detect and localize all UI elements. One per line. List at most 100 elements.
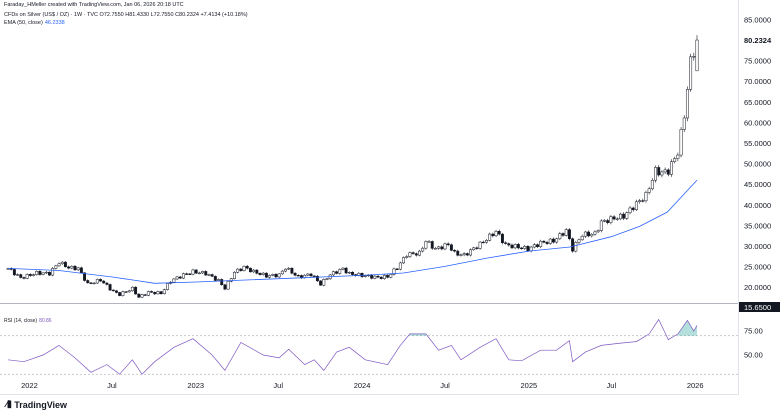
- candle[interactable]: [644, 190, 648, 203]
- candle[interactable]: [284, 268, 287, 273]
- candle[interactable]: [296, 274, 300, 277]
- candle[interactable]: [379, 276, 383, 280]
- candle[interactable]: [485, 239, 488, 244]
- candle[interactable]: [248, 267, 252, 273]
- candle[interactable]: [555, 237, 559, 244]
- candle[interactable]: [398, 261, 402, 271]
- candle[interactable]: [204, 270, 208, 276]
- candle[interactable]: [631, 206, 635, 212]
- candle[interactable]: [386, 274, 390, 279]
- candle[interactable]: [532, 243, 536, 249]
- candle[interactable]: [79, 266, 83, 274]
- candle[interactable]: [242, 265, 246, 272]
- candle[interactable]: [500, 232, 504, 245]
- candle[interactable]: [261, 272, 265, 276]
- candle[interactable]: [268, 274, 272, 279]
- candle[interactable]: [437, 245, 441, 250]
- candle[interactable]: [593, 230, 597, 236]
- candle[interactable]: [421, 246, 425, 253]
- candle[interactable]: [679, 127, 683, 158]
- candle[interactable]: [22, 276, 26, 280]
- candle[interactable]: [197, 271, 201, 275]
- candle[interactable]: [478, 240, 482, 250]
- rsi-line[interactable]: [7, 318, 698, 375]
- candle[interactable]: [440, 245, 444, 251]
- candle[interactable]: [185, 272, 189, 276]
- candle[interactable]: [140, 293, 144, 298]
- candle[interactable]: [115, 289, 118, 294]
- ohlc-legend[interactable]: CFDs on Silver (US$ / OZ) · 1W · TVC O72…: [4, 12, 248, 18]
- candle[interactable]: [213, 275, 217, 282]
- candle[interactable]: [408, 251, 412, 258]
- candle[interactable]: [676, 152, 680, 162]
- candle[interactable]: [194, 269, 198, 275]
- candle[interactable]: [628, 206, 632, 215]
- candle[interactable]: [663, 167, 667, 175]
- candle[interactable]: [405, 255, 409, 259]
- candle[interactable]: [344, 266, 348, 275]
- rsi-pane[interactable]: [0, 318, 738, 375]
- candle[interactable]: [596, 229, 600, 233]
- candle[interactable]: [175, 275, 179, 281]
- candle[interactable]: [233, 271, 236, 280]
- candle[interactable]: [325, 277, 329, 281]
- candle[interactable]: [395, 268, 399, 270]
- candle[interactable]: [150, 290, 153, 293]
- candle[interactable]: [274, 273, 278, 278]
- candle[interactable]: [574, 240, 578, 253]
- price-scale-tag[interactable]: [739, 302, 780, 312]
- candle[interactable]: [277, 273, 281, 279]
- candle[interactable]: [166, 282, 169, 291]
- candle[interactable]: [54, 264, 58, 270]
- candle[interactable]: [692, 52, 696, 61]
- candle[interactable]: [351, 271, 354, 276]
- candle[interactable]: [159, 290, 163, 295]
- last-price-tag[interactable]: [739, 35, 780, 46]
- candle[interactable]: [63, 260, 67, 268]
- ema-legend[interactable]: EMA (50, close) 46.2338: [4, 20, 65, 27]
- candle[interactable]: [433, 246, 437, 250]
- candle[interactable]: [634, 199, 638, 212]
- candle[interactable]: [516, 242, 520, 250]
- candle[interactable]: [666, 168, 670, 177]
- candle[interactable]: [28, 273, 32, 277]
- candle[interactable]: [210, 273, 214, 278]
- candle[interactable]: [654, 165, 657, 183]
- tradingview-logo[interactable]: ⁄▮ TradingView: [6, 399, 67, 410]
- time-axis[interactable]: 2022 Jul 2023 Jul 2024 Jul 2025 Jul 2026: [0, 381, 738, 395]
- candle[interactable]: [510, 243, 514, 250]
- candle[interactable]: [146, 290, 150, 297]
- candle[interactable]: [446, 242, 450, 247]
- candle[interactable]: [223, 283, 227, 291]
- candle[interactable]: [402, 256, 405, 265]
- candle[interactable]: [571, 237, 575, 253]
- candle[interactable]: [449, 243, 453, 252]
- candle[interactable]: [494, 229, 498, 238]
- candle[interactable]: [465, 252, 469, 257]
- candle[interactable]: [583, 230, 587, 238]
- candle[interactable]: [552, 237, 555, 244]
- candle[interactable]: [638, 199, 642, 204]
- candle[interactable]: [258, 272, 262, 276]
- candle[interactable]: [590, 233, 594, 238]
- candle[interactable]: [306, 273, 310, 277]
- candle[interactable]: [469, 248, 472, 257]
- candle[interactable]: [682, 115, 686, 133]
- candle[interactable]: [338, 268, 342, 275]
- candle[interactable]: [35, 270, 39, 276]
- candle[interactable]: [73, 264, 77, 271]
- candle[interactable]: [647, 186, 651, 195]
- candle[interactable]: [331, 270, 335, 276]
- candle[interactable]: [245, 264, 249, 270]
- candle[interactable]: [95, 278, 99, 284]
- candle[interactable]: [347, 271, 351, 275]
- candle[interactable]: [162, 288, 166, 295]
- price-axis[interactable]: 85.0000 75.0000 70.0000 65.0000 60.0000 55.00…: [739, 15, 780, 312]
- candle[interactable]: [38, 270, 42, 276]
- candle[interactable]: [689, 53, 693, 92]
- candle[interactable]: [57, 262, 61, 267]
- candle[interactable]: [548, 238, 552, 245]
- candle[interactable]: [472, 246, 476, 251]
- candle[interactable]: [156, 290, 160, 295]
